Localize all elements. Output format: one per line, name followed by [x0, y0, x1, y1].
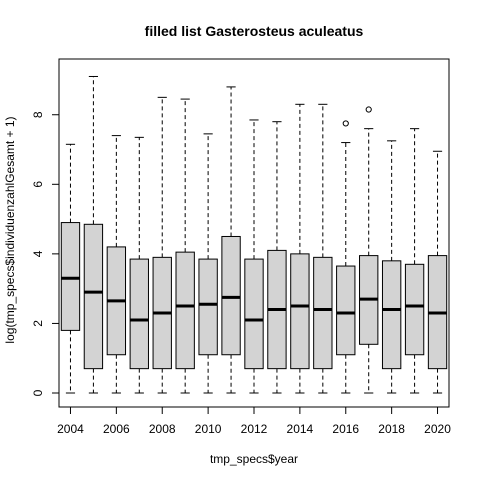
box-2019: [404, 263, 425, 356]
y-tick-label-6: 6: [31, 181, 45, 188]
plot-area: 2004 2006 2008 2010 2012 2014 2016 2018 2020 0 2 4 6…: [31, 58, 451, 436]
y-axis-label: log(tmp_specs$individuenzahlGesamt + 1): [3, 116, 17, 343]
box-2015: [313, 256, 333, 370]
y-tick-label-0: 0: [31, 389, 45, 396]
box-2007: [129, 258, 149, 370]
y-tick-label-8: 8: [31, 111, 45, 118]
outlier-point-2016-0: [342, 120, 349, 127]
y-tick-label-4: 4: [31, 250, 45, 257]
box-2016: [336, 265, 356, 356]
box-2012: [244, 258, 264, 370]
x-tick-label-2012: 2012: [241, 422, 268, 436]
box-2009: [175, 251, 195, 370]
y-tick-label-2: 2: [31, 320, 45, 327]
x-axis-label: tmp_specs$year: [210, 452, 298, 466]
x-tick-label-2006: 2006: [103, 422, 130, 436]
x-tick-label-2008: 2008: [149, 422, 176, 436]
x-tick-label-2014: 2014: [287, 422, 314, 436]
x-tick-label-2016: 2016: [332, 422, 359, 436]
outlier-point-2017-0: [365, 106, 372, 113]
x-tick-label-2018: 2018: [378, 422, 405, 436]
chart-title: filled list Gasterosteus aculeatus: [145, 23, 364, 39]
x-tick-label-2004: 2004: [57, 422, 84, 436]
box-2010: [198, 258, 218, 356]
box-2004: [60, 222, 81, 331]
box-2005: [83, 223, 104, 370]
box-2011: [221, 235, 241, 356]
x-tick-label-2010: 2010: [195, 422, 222, 436]
box-2018: [381, 260, 402, 370]
x-tick-label-2020: 2020: [424, 422, 451, 436]
box-2014: [290, 253, 310, 370]
